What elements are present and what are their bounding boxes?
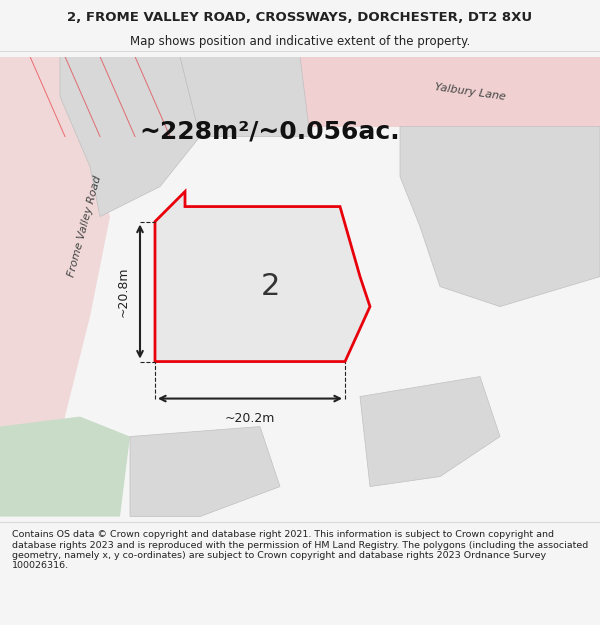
- Text: Yalbury Lane: Yalbury Lane: [434, 82, 506, 101]
- Text: Contains OS data © Crown copyright and database right 2021. This information is : Contains OS data © Crown copyright and d…: [12, 530, 588, 571]
- Text: 2, FROME VALLEY ROAD, CROSSWAYS, DORCHESTER, DT2 8XU: 2, FROME VALLEY ROAD, CROSSWAYS, DORCHES…: [67, 11, 533, 24]
- Polygon shape: [130, 426, 280, 516]
- Polygon shape: [360, 376, 500, 486]
- Text: ~228m²/~0.056ac.: ~228m²/~0.056ac.: [140, 119, 400, 144]
- Polygon shape: [400, 126, 600, 306]
- Polygon shape: [60, 56, 200, 216]
- Text: ~20.2m: ~20.2m: [225, 411, 275, 424]
- Text: ~20.8m: ~20.8m: [117, 266, 130, 317]
- Polygon shape: [0, 56, 110, 516]
- Text: Frome Valley Road: Frome Valley Road: [67, 175, 103, 278]
- Text: Map shows position and indicative extent of the property.: Map shows position and indicative extent…: [130, 35, 470, 48]
- Polygon shape: [180, 56, 310, 136]
- Polygon shape: [250, 56, 600, 126]
- Text: 2: 2: [260, 272, 280, 301]
- Polygon shape: [0, 416, 130, 516]
- Polygon shape: [155, 191, 370, 361]
